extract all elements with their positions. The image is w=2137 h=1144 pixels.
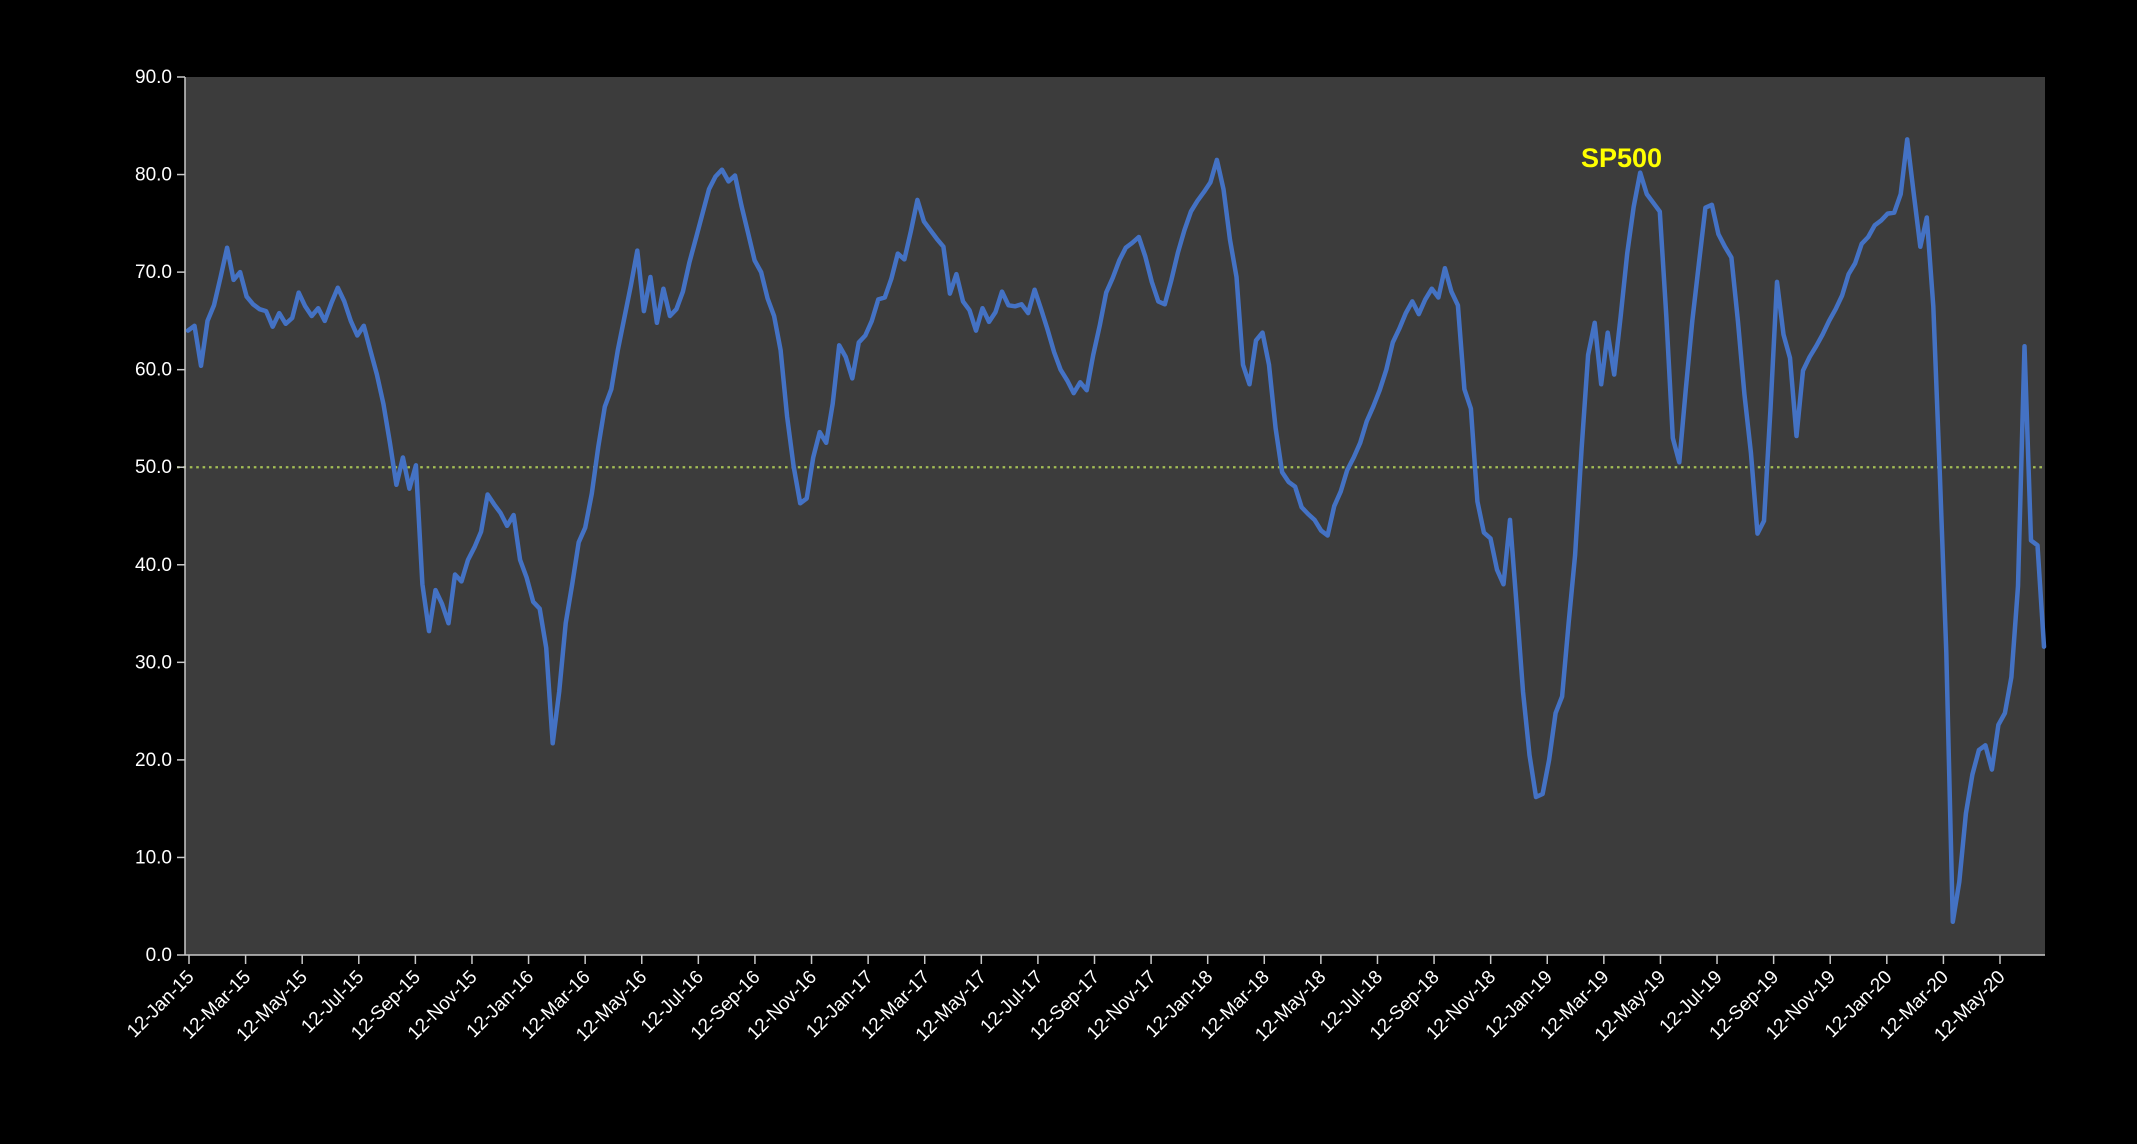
y-axis-tick-label: 10.0 — [135, 847, 172, 868]
y-axis-tick-label: 50.0 — [135, 457, 172, 478]
y-axis-tick-label: 90.0 — [135, 67, 172, 88]
y-axis-tick-label: 40.0 — [135, 555, 172, 576]
plot-area — [185, 77, 2045, 955]
y-axis-tick-label: 60.0 — [135, 360, 172, 381]
y-axis-tick-label: 0.0 — [146, 945, 172, 966]
y-axis-tick-label: 80.0 — [135, 165, 172, 186]
series-label-sp500: SP500 — [1581, 143, 1663, 173]
y-axis-tick-label: 70.0 — [135, 262, 172, 283]
y-axis-tick-label: 20.0 — [135, 750, 172, 771]
y-axis-tick-label: 30.0 — [135, 652, 172, 673]
sp500-line-series — [185, 137, 2047, 925]
